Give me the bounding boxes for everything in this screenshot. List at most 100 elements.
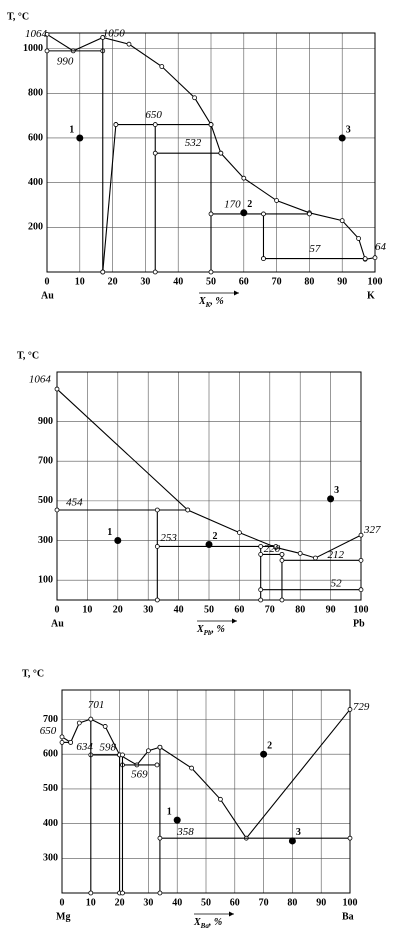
temperature-label: 253 [160,532,177,544]
vertex [236,530,242,535]
state-point [76,134,84,142]
vertex [88,716,94,722]
state-point [338,134,346,142]
x-tick-label: 0 [55,604,60,615]
vertex [100,35,106,40]
x-tick-label: 40 [172,897,182,908]
x-tick-label: 10 [75,276,85,287]
vertex [258,587,264,593]
x-tick-label: 70 [272,276,282,287]
vertex [258,552,264,557]
vertex [274,198,280,203]
state-point [205,540,213,548]
y-tick-label: 400 [43,818,58,829]
x-tick-label: 100 [368,276,383,287]
vertex [208,269,214,275]
state-point [288,837,296,845]
vertex [185,507,191,513]
temperature-label: 990 [57,56,74,68]
point-label: 2 [213,531,218,542]
temperature-label: 532 [185,137,202,149]
vertex [273,544,279,549]
y-tick-label: 300 [43,853,58,864]
x-tick-label: 90 [316,897,326,908]
temperature-label: 220 [264,543,281,555]
vertex [126,41,132,47]
temperature-label: 729 [353,701,370,713]
y-axis-label: T, °C [22,668,44,679]
vertex [279,597,285,603]
temperature-label: 170 [224,199,241,211]
y-tick-label: 300 [38,535,53,546]
vertex [347,707,353,712]
left-component: Au [51,618,64,629]
point-label: 2 [247,199,252,210]
temperature-label: 1050 [103,28,126,40]
vertex [358,587,364,593]
point-label: 3 [334,485,339,496]
vertex [208,122,214,127]
y-tick-label: 100 [38,574,53,585]
temperature-label: 634 [76,741,93,753]
x-axis-symbol: X [193,917,201,928]
x-tick-label: 0 [60,897,65,908]
vertex [44,31,50,37]
y-tick-label: 500 [38,495,53,506]
vertex [261,256,266,261]
vertex [356,236,362,241]
vertex [154,544,160,549]
y-tick-label: 700 [43,714,58,725]
axis-arrow-head [234,290,239,296]
temperature-label: 52 [331,578,343,590]
x-tick-label: 30 [143,897,153,908]
y-tick-label: 1000 [23,43,43,54]
x-tick-label: 10 [86,897,96,908]
x-tick-label: 50 [206,276,216,287]
y-axis-label: T, °C [7,11,29,22]
vertex [189,765,195,771]
phase-line [102,124,117,273]
x-tick-label: 20 [115,897,125,908]
vertex [152,122,158,127]
temperature-label: 1064 [29,373,52,385]
right-component: Pb [353,618,365,629]
temperature-label: 701 [88,699,105,711]
vertex [192,95,198,101]
vertex [362,256,368,261]
y-tick-label: 900 [38,416,53,427]
state-point [260,750,268,758]
vertex [312,555,318,561]
vertex [306,211,312,217]
x-tick-label: 30 [140,276,150,287]
plot-frame [61,689,351,894]
temperature-label: 57 [309,243,321,255]
x-tick-label: 50 [201,897,211,908]
x-axis-unit: , % [208,917,222,928]
plot-frame [56,371,362,601]
x-axis-label: XPb, % [196,624,225,636]
temperature-label: 327 [363,524,381,536]
vertex [208,211,214,217]
x-tick-label: 0 [45,276,50,287]
y-tick-label: 600 [28,132,43,143]
vertex [218,150,224,156]
temperature-label: 358 [176,826,194,838]
vertex [157,890,163,896]
point-label: 1 [69,124,74,135]
y-tick-label: 500 [43,783,58,794]
state-point [114,537,122,545]
x-tick-label: 60 [234,604,244,615]
x-tick-label: 60 [239,276,249,287]
phase-diagram: 0 10 20 30 40 50 60 70 80 90 100 200 400 600 800 1000 10… [7,11,387,308]
x-tick-label: 80 [287,897,297,908]
temperature-label: 650 [40,725,57,737]
x-tick-label: 80 [295,604,305,615]
temperature-label: 650 [145,109,162,121]
vertex [145,748,151,754]
x-axis-subscript: Ba [200,922,210,930]
temperature-label: 569 [131,769,148,781]
vertex [358,532,364,538]
vertex [68,739,74,745]
axis-arrow-head [229,911,234,917]
